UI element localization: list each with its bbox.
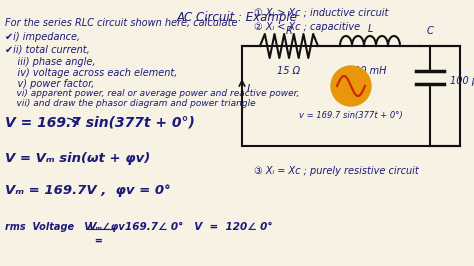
Text: vi) apparent power, real or average power and reactive power,: vi) apparent power, real or average powe… [5, 89, 300, 98]
Text: iii) phase angle,: iii) phase angle, [5, 57, 95, 67]
Text: v = 169.7 sin(377t + 0°): v = 169.7 sin(377t + 0°) [299, 111, 403, 120]
Text: AC Circuit : Example: AC Circuit : Example [176, 11, 298, 24]
Text: V = 169.7 sin(377t + 0°): V = 169.7 sin(377t + 0°) [5, 116, 195, 130]
Text: For the series RLC circuit shown here, calculate: For the series RLC circuit shown here, c… [5, 18, 237, 28]
Text: 100 μF: 100 μF [450, 76, 474, 86]
Text: Vₘ = 169.7V ,  φv = 0°: Vₘ = 169.7V , φv = 0° [5, 184, 171, 197]
Text: ✔i) impedance,: ✔i) impedance, [5, 32, 80, 42]
Text: 20 mH: 20 mH [354, 66, 386, 76]
Text: L: L [367, 24, 373, 34]
Text: I: I [247, 84, 250, 94]
Text: 15 Ω: 15 Ω [277, 66, 301, 76]
Text: Vₘ∠φv: Vₘ∠φv [88, 222, 125, 232]
Text: iv) voltage across each element,: iv) voltage across each element, [5, 68, 177, 78]
Text: C: C [427, 26, 433, 36]
Text: ✔ii) total current,: ✔ii) total current, [5, 45, 90, 55]
Text: vii) and draw the phasor diagram and power triangle: vii) and draw the phasor diagram and pow… [5, 99, 255, 108]
Text: rms  Voltage   V: rms Voltage V [5, 222, 92, 232]
Text: 169.7∠ 0°   V  =  120∠ 0°: 169.7∠ 0° V = 120∠ 0° [125, 222, 273, 232]
Text: =: = [88, 236, 103, 246]
Text: v) power factor,: v) power factor, [5, 79, 94, 89]
Text: R: R [286, 26, 292, 36]
Text: ② Xₗ < Xᴄ ; capacitive: ② Xₗ < Xᴄ ; capacitive [254, 22, 360, 32]
Circle shape [331, 66, 371, 106]
Text: V = Vₘ sin(ωt + φv): V = Vₘ sin(ωt + φv) [5, 152, 150, 165]
Text: ① Xₗ > Xᴄ ; inductive circuit: ① Xₗ > Xᴄ ; inductive circuit [254, 8, 388, 18]
Text: ③ Xₗ = Xᴄ ; purely resistive circuit: ③ Xₗ = Xᴄ ; purely resistive circuit [254, 166, 419, 176]
